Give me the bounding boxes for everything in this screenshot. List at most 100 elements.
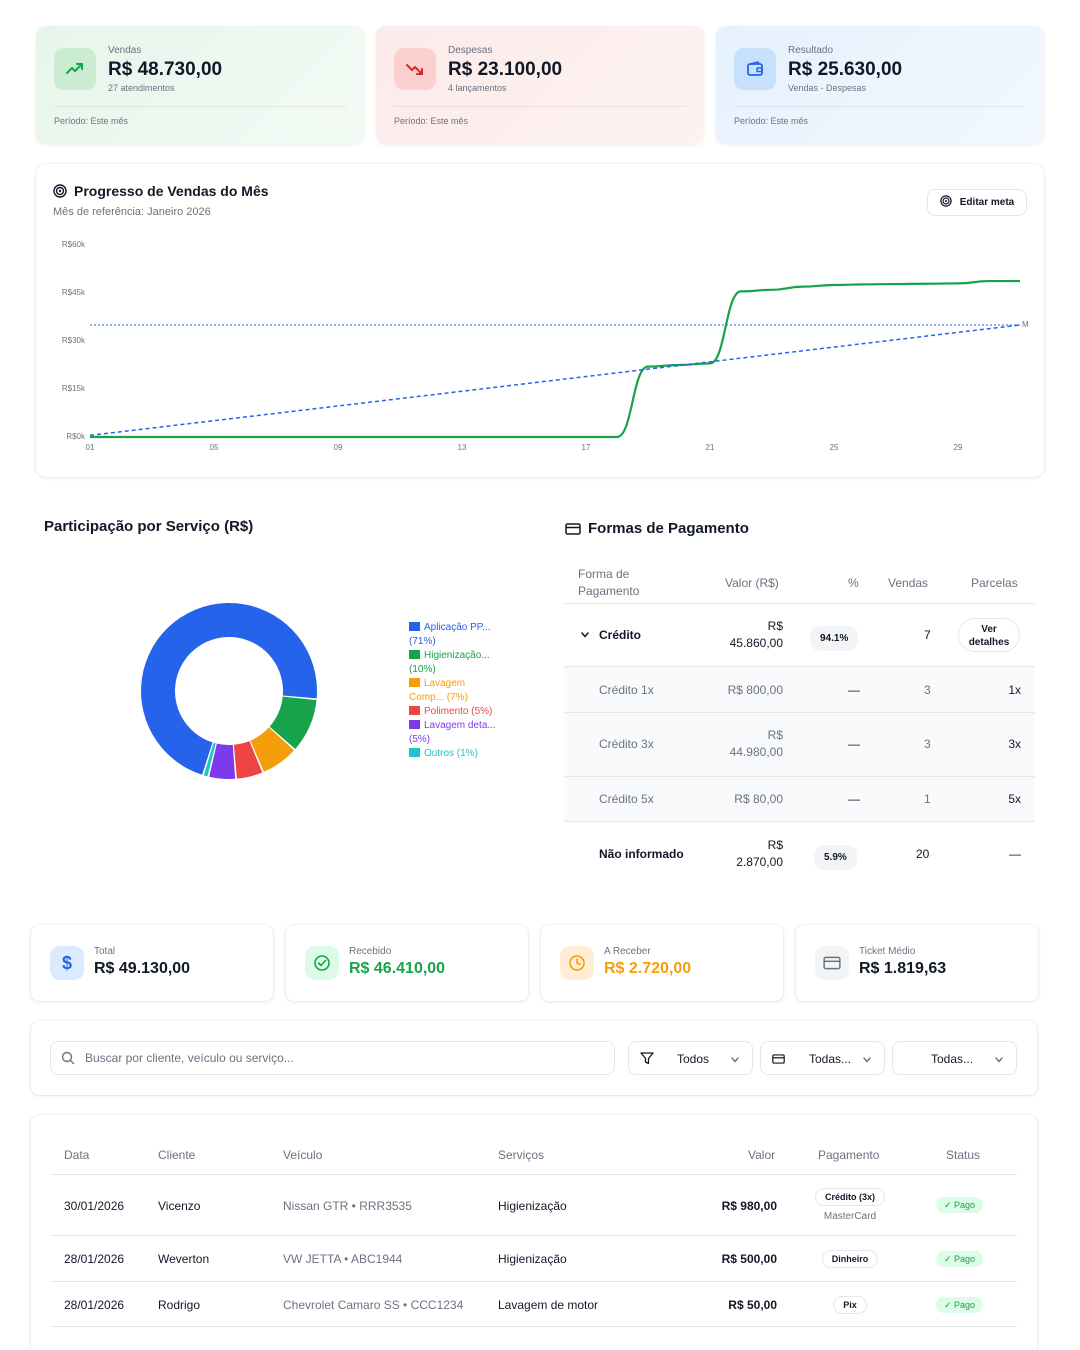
service-filter[interactable]: Todas... (892, 1041, 1017, 1075)
check-circle-icon: ✓ (944, 1200, 955, 1210)
legend-label: Lavagem (424, 678, 466, 689)
payment-badge: Dinheiro (821, 1250, 879, 1268)
payment-sales: 3 (924, 683, 931, 697)
y-tick-label: R$15k (61, 384, 85, 393)
payment-value: R$ 2.870,00 (736, 837, 783, 871)
despesas-period: Período: Este mês (394, 116, 469, 126)
a-receber-card: A Receber R$ 2.720,00 (541, 925, 783, 1001)
payment-row-nao-informado: Não informado R$ 2.870,00 5.9% 20 — (564, 822, 1035, 885)
x-tick-label: 21 (705, 443, 715, 452)
row-status: ✓ Pago (936, 1251, 984, 1267)
value-line1: R$ (767, 728, 783, 742)
row-client: Vicenzo (158, 1199, 201, 1213)
legend-label-line2: (71%) (409, 636, 436, 647)
payment-sales: 20 (916, 847, 930, 861)
services-title: Participação por Serviço (R$) (44, 518, 254, 535)
divider (394, 106, 686, 107)
legend-item[interactable]: Lavagem deta... (5%) (409, 719, 509, 747)
th-payment: Pagamento (818, 1148, 880, 1162)
payment-installments: 5x (1008, 792, 1021, 806)
row-payment: Dinheiro (790, 1250, 910, 1268)
legend-item[interactable]: Higienização... (10%) (409, 649, 509, 677)
payment-filter[interactable]: Todas... (760, 1041, 885, 1075)
services-donut-chart (140, 603, 317, 779)
resultado-card: Resultado R$ 25.630,00 Vendas - Despesas… (716, 26, 1044, 144)
header-sales: Vendas (888, 576, 929, 590)
row-service: Lavagem de motor (498, 1298, 599, 1312)
payments-title: Formas de Pagamento (588, 520, 749, 537)
resultado-sub: Vendas - Despesas (788, 83, 867, 93)
donut-slice[interactable] (269, 696, 317, 749)
legend-swatch (409, 622, 420, 631)
chevron-down-icon[interactable] (580, 628, 590, 645)
check-circle-icon: ✓ (944, 1300, 955, 1310)
table-row[interactable]: 30/01/2026 Vicenzo Nissan GTR • RRR3535 … (50, 1174, 1017, 1235)
donut-slice[interactable] (209, 743, 236, 779)
legend-swatch (409, 748, 420, 757)
th-vehicle: Veículo (283, 1148, 323, 1162)
payment-name: Crédito 3x (599, 737, 654, 751)
service-filter-value: Todas... (931, 1052, 974, 1066)
x-tick-label: 01 (85, 443, 95, 452)
table-row[interactable]: 28/01/2026 Weverton VW JETTA • ABC1944 H… (50, 1235, 1017, 1281)
legend-swatch (409, 706, 420, 715)
target-icon (940, 195, 952, 210)
donut-slice[interactable] (140, 603, 317, 775)
payment-installments: 1x (1008, 683, 1021, 697)
legend-item[interactable]: Lavagem Comp... (7%) (409, 677, 509, 705)
x-tick-label: 05 (209, 443, 219, 452)
legend-item[interactable]: Polimento (5%) (409, 705, 509, 719)
a-receber-value: R$ 2.720,00 (604, 960, 692, 977)
payment-name: Não informado (599, 847, 684, 861)
donut-slice[interactable] (203, 742, 216, 777)
payment-sales: 1 (924, 792, 931, 806)
total-card: $ Total R$ 49.130,00 (31, 925, 273, 1001)
legend-label-line2: Comp... (7%) (409, 692, 468, 703)
donut-slice[interactable] (250, 727, 295, 772)
sales-line (90, 279, 1020, 439)
legend-item[interactable]: Outros (1%) (409, 747, 509, 761)
row-payment: Pix (790, 1296, 910, 1314)
chevron-down-icon (730, 1054, 740, 1068)
legend-label: Outros (1%) (424, 748, 478, 759)
payment-name: Crédito 1x (599, 683, 654, 697)
credit-card-icon (815, 946, 849, 980)
payment-row-credito[interactable]: Crédito R$ 45.860,00 94.1% 7 Ver detalhe… (564, 604, 1035, 667)
donut-slice[interactable] (233, 740, 263, 779)
x-tick-label: 17 (581, 443, 591, 452)
divider (564, 603, 1035, 604)
row-payment: Crédito (3x) MasterCard (790, 1188, 910, 1224)
legend-swatch (409, 720, 420, 729)
vendas-sub: 27 atendimentos (108, 83, 175, 93)
legend-item[interactable]: Aplicação PP... (71%) (409, 621, 509, 649)
payment-sales: 7 (924, 628, 931, 642)
ticket-card: Ticket Médio R$ 1.819,63 (796, 925, 1038, 1001)
status-filter[interactable]: Todos (628, 1041, 753, 1075)
resultado-label: Resultado (788, 45, 834, 56)
table-row[interactable]: 28/01/2026 Rodrigo Chevrolet Camaro SS •… (50, 1281, 1017, 1327)
check-circle-icon (305, 946, 339, 980)
despesas-card: Despesas R$ 23.100,00 4 lançamentos Perí… (376, 26, 704, 144)
details-button[interactable]: Ver detalhes (958, 618, 1020, 652)
x-tick-label: 25 (829, 443, 839, 452)
row-client: Weverton (158, 1252, 210, 1266)
progress-card (36, 164, 1044, 477)
payment-name: Crédito (599, 628, 641, 642)
search-input[interactable]: Buscar por cliente, veículo ou serviço..… (50, 1041, 615, 1075)
payment-filter-value: Todas... (809, 1052, 852, 1066)
row-date: 28/01/2026 (64, 1252, 125, 1266)
trending-up-icon (54, 48, 96, 90)
payment-value: R$ 44.980,00 (730, 727, 783, 761)
row-service: Higienização (498, 1199, 567, 1213)
payment-value: R$ 45.860,00 (730, 618, 783, 652)
y-tick-label: R$0k (66, 432, 85, 441)
details-line1: Ver (981, 624, 997, 635)
credit-card-icon (565, 522, 581, 541)
divider (54, 106, 346, 107)
target-icon (53, 184, 67, 203)
legend-swatch (409, 678, 420, 687)
header-method-line2: Pagamento (578, 584, 640, 598)
edit-goal-button[interactable]: Editar meta (927, 189, 1027, 216)
th-status: Status (946, 1148, 981, 1162)
payment-installments: — (1009, 847, 1021, 861)
